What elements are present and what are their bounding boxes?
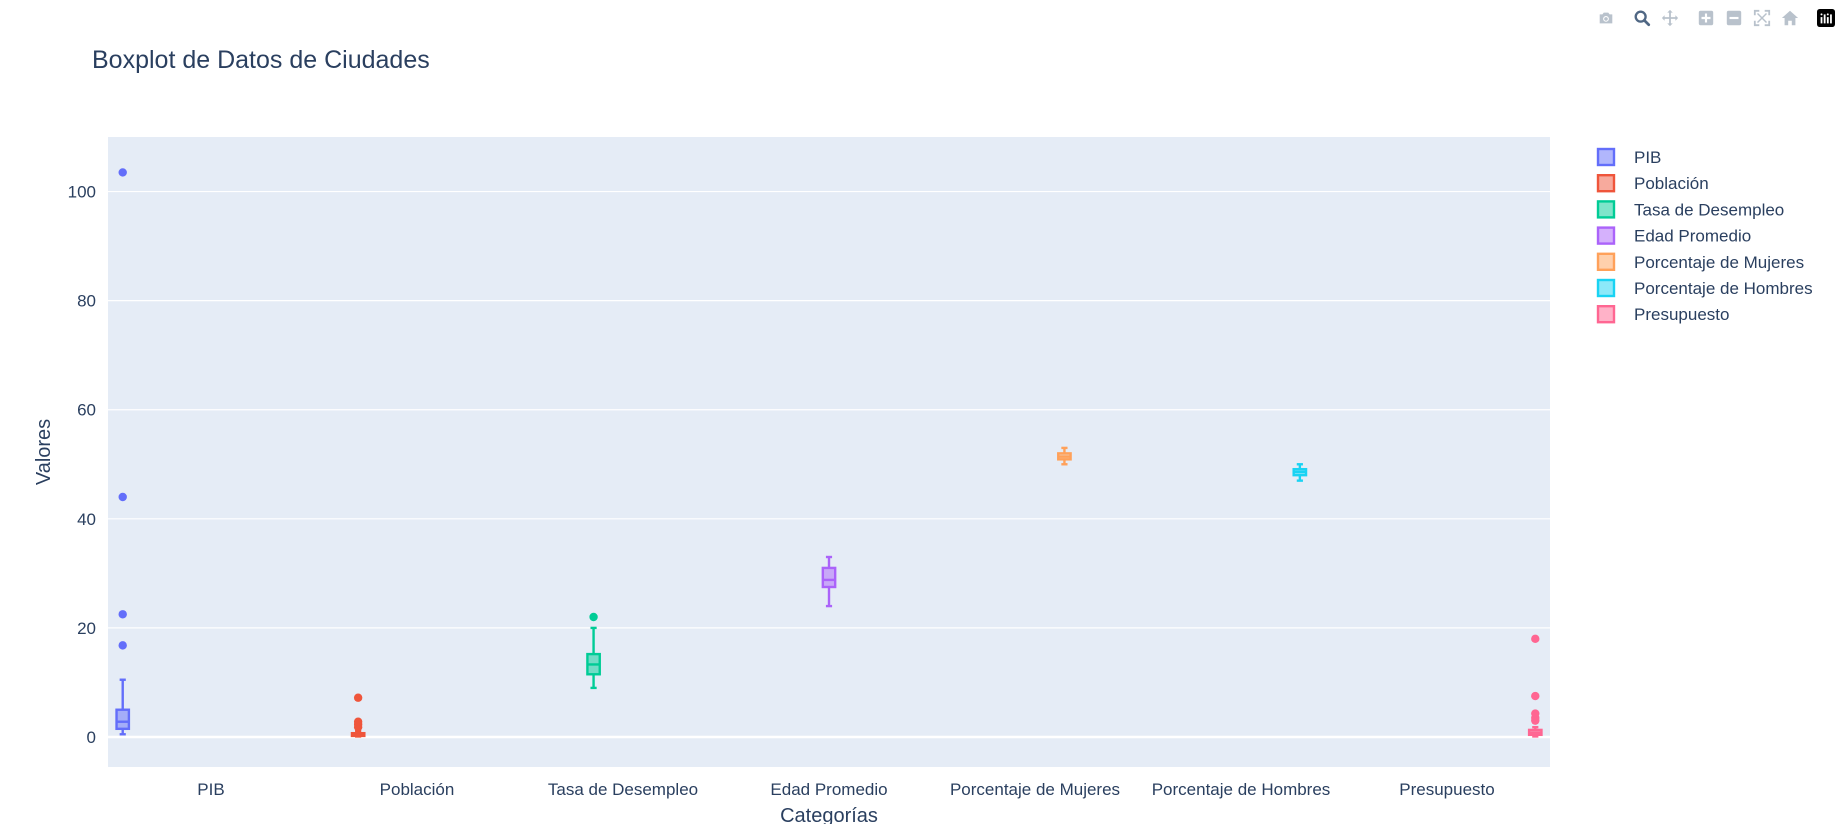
grid-lines — [108, 190, 1550, 739]
box-trace[interactable] — [115, 168, 131, 736]
reset-axes-icon[interactable] — [1776, 6, 1804, 30]
x-tick-label: PIB — [197, 780, 224, 799]
legend-item[interactable]: Tasa de Desempleo — [1596, 200, 1784, 219]
outlier-point[interactable] — [589, 612, 598, 622]
legend-swatch — [1596, 147, 1616, 167]
x-tick-label: Presupuesto — [1399, 780, 1494, 799]
x-tick-label: Tasa de Desempleo — [548, 780, 698, 799]
plot-area — [108, 137, 1550, 767]
zoom-icon[interactable] — [1628, 6, 1656, 30]
legend-item[interactable]: Población — [1596, 173, 1709, 193]
legend-swatch — [1596, 305, 1616, 324]
legend-item[interactable]: PIB — [1596, 147, 1661, 167]
outlier-point[interactable] — [1531, 709, 1540, 718]
pan-icon[interactable] — [1656, 6, 1684, 30]
box-trace[interactable] — [1292, 463, 1308, 482]
y-tick-label: 60 — [77, 401, 96, 420]
legend-label: Edad Promedio — [1634, 227, 1751, 246]
legend-item[interactable]: Porcentaje de Hombres — [1596, 278, 1813, 298]
modebar — [1592, 6, 1840, 30]
x-axis-title: Categorías — [780, 805, 878, 824]
outlier-point[interactable] — [353, 717, 363, 726]
x-tick-label: Porcentaje de Hombres — [1152, 780, 1331, 799]
y-tick-label: 100 — [68, 183, 96, 202]
zoom-out-icon[interactable] — [1720, 6, 1748, 30]
box-trace[interactable] — [1057, 446, 1072, 466]
legend: PIB Población Tasa de Desempleo Edad Promed… — [1596, 147, 1813, 324]
y-tick-label: 20 — [77, 619, 96, 638]
legend-label: Tasa de Desempleo — [1634, 200, 1784, 219]
legend-item[interactable]: Edad Promedio — [1596, 226, 1751, 246]
legend-label: Porcentaje de Mujeres — [1634, 253, 1804, 272]
box-trace[interactable] — [350, 693, 366, 738]
zoom-in-icon[interactable] — [1692, 6, 1720, 30]
camera-icon[interactable] — [1592, 6, 1620, 30]
axes: 0 20 40 60 80 100 PIB Población Tasa de Desemple… — [68, 183, 1495, 799]
x-tick-label: Población — [380, 780, 455, 799]
outlier-point[interactable] — [118, 168, 127, 177]
legend-label: Población — [1634, 174, 1709, 193]
outlier-point[interactable] — [353, 693, 363, 702]
legend-swatch — [1596, 252, 1616, 272]
x-tick-label: Porcentaje de Mujeres — [950, 780, 1120, 799]
outlier-point[interactable] — [1531, 691, 1540, 701]
legend-label: Porcentaje de Hombres — [1634, 279, 1813, 298]
legend-swatch — [1596, 226, 1616, 245]
legend-label: Presupuesto — [1634, 305, 1729, 324]
box-trace[interactable] — [1527, 634, 1543, 738]
chart-title: Boxplot de Datos de Ciudades — [92, 46, 430, 74]
box-body[interactable] — [821, 566, 837, 589]
x-tick-label: Edad Promedio — [770, 780, 887, 799]
outlier-point[interactable] — [118, 641, 127, 650]
box-trace[interactable] — [586, 612, 601, 690]
legend-label: PIB — [1634, 148, 1661, 167]
legend-swatch — [1596, 200, 1616, 219]
y-tick-label: 80 — [77, 292, 96, 311]
box-traces — [115, 168, 1543, 738]
autoscale-icon[interactable] — [1748, 6, 1776, 30]
outlier-point[interactable] — [118, 610, 127, 619]
legend-swatch — [1596, 278, 1616, 298]
legend-item[interactable]: Porcentaje de Mujeres — [1596, 252, 1804, 272]
outlier-point[interactable] — [118, 492, 127, 502]
outlier-point[interactable] — [1531, 634, 1540, 644]
legend-item[interactable]: Presupuesto — [1596, 305, 1729, 324]
y-tick-label: 0 — [87, 728, 96, 747]
box-trace[interactable] — [821, 555, 837, 608]
y-axis-title: Valores — [33, 419, 55, 485]
y-tick-label: 40 — [77, 510, 96, 529]
legend-swatch — [1596, 173, 1616, 193]
plotly-logo-icon[interactable] — [1812, 6, 1840, 30]
box-body[interactable] — [115, 708, 131, 731]
